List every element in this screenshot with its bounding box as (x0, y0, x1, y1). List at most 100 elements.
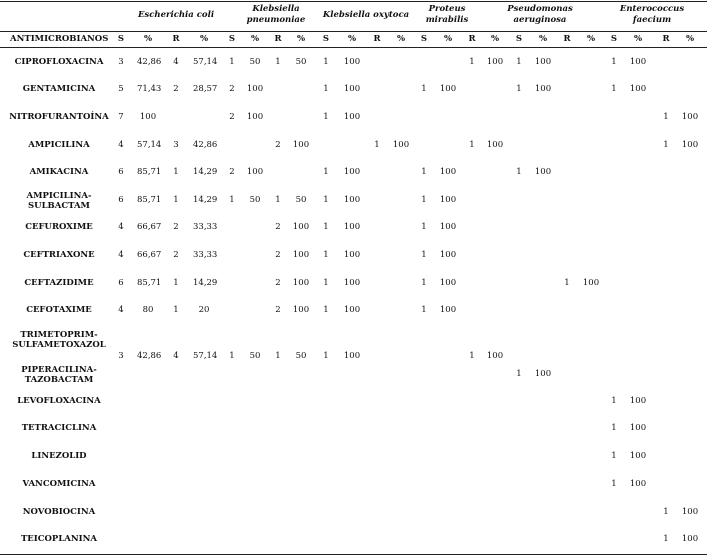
table-cell: 42,86 (193, 140, 218, 150)
table-cell: 14,29 (193, 195, 218, 205)
table-cell: 4 (118, 222, 124, 232)
table-cell: 1 (275, 351, 281, 361)
table-cell: 1 (229, 195, 235, 205)
column-subheader: S (515, 34, 523, 44)
table-cell: 1 (516, 369, 522, 379)
table-cell: 5 (118, 84, 124, 94)
table-cell: 85,71 (137, 278, 162, 288)
table-cell: 14,29 (193, 278, 218, 288)
table-cell: 66,67 (137, 222, 162, 232)
table-cell: 50 (249, 57, 261, 67)
antimicrobial-label: AMPICILINA (28, 140, 90, 150)
table-cell: 1 (611, 451, 617, 461)
table-cell: 1 (469, 140, 475, 150)
organism-header: Klebsiella oxytoca (322, 10, 410, 20)
table-cell: 100 (139, 112, 157, 122)
table-cell: 33,33 (193, 222, 218, 232)
column-subheader: R (172, 34, 180, 44)
table-cell: 4 (173, 351, 179, 361)
column-subheader: % (296, 34, 306, 44)
table-cell: 1 (323, 167, 329, 177)
table-cell: 1 (374, 140, 380, 150)
table-cell: 1 (173, 305, 179, 315)
table-cell: 66,67 (137, 250, 162, 260)
table-cell: 2 (275, 140, 281, 150)
table-cell: 6 (118, 167, 124, 177)
table-cell: 80 (142, 305, 154, 315)
table-cell: 100 (439, 167, 457, 177)
antimicrobial-label: TEICOPLANINA (20, 534, 98, 544)
table-cell: 100 (292, 222, 310, 232)
table-cell: 1 (323, 195, 329, 205)
column-subheader: % (199, 34, 209, 44)
antimicrobial-label: NITROFURANTOÍNA (9, 112, 109, 122)
column-subheader: % (490, 34, 500, 44)
antimicrobial-label: GENTAMICINA (22, 84, 96, 94)
table-cell: 100 (292, 140, 310, 150)
table-cell: 100 (343, 305, 361, 315)
table-cell: 50 (249, 195, 261, 205)
table-cell: 100 (629, 396, 647, 406)
table-cell: 1 (516, 84, 522, 94)
table-cell: 100 (343, 195, 361, 205)
table-cell: 100 (629, 479, 647, 489)
table-cell: 50 (249, 351, 261, 361)
table-cell: 100 (681, 112, 699, 122)
organism-header: Escherichia coli (137, 10, 215, 20)
column-header-top-rule (0, 31, 707, 32)
table-cell: 50 (295, 57, 307, 67)
table-cell: 1 (323, 84, 329, 94)
table-cell: 2 (275, 222, 281, 232)
antimicrobial-column-header: ANTIMICROBIANOS (10, 34, 109, 44)
table-cell: 1 (229, 57, 235, 67)
table-cell: 1 (611, 84, 617, 94)
table-cell: 6 (118, 195, 124, 205)
table-cell: 1 (323, 57, 329, 67)
table-cell: 1 (564, 278, 570, 288)
table-cell: 2 (275, 250, 281, 260)
table-cell: 1 (323, 278, 329, 288)
table-cell: 4 (118, 250, 124, 260)
table-cell: 14,29 (193, 167, 218, 177)
table-cell: 100 (439, 222, 457, 232)
table-cell: 2 (229, 167, 235, 177)
table-cell: 100 (439, 195, 457, 205)
antimicrobial-label: AMIKACINA (29, 167, 89, 177)
column-subheader: S (610, 34, 618, 44)
table-cell: 1 (421, 167, 427, 177)
column-subheader: S (117, 34, 125, 44)
column-subheader: % (143, 34, 153, 44)
table-cell: 100 (343, 351, 361, 361)
table-cell: 100 (343, 222, 361, 232)
table-cell: 1 (663, 112, 669, 122)
column-subheader: R (468, 34, 476, 44)
table-cell: 1 (663, 534, 669, 544)
column-subheader: % (250, 34, 260, 44)
table-cell: 71,43 (137, 84, 162, 94)
column-subheader: S (420, 34, 428, 44)
antimicrobial-label: VANCOMICINA (22, 479, 96, 489)
table-bottom-rule (0, 554, 707, 555)
table-cell: 100 (486, 140, 504, 150)
organism-header-row: Escherichia coli Klebsiella pneumoniae K… (0, 0, 707, 32)
table-cell: 1 (275, 195, 281, 205)
table-cell: 100 (246, 112, 264, 122)
table-cell: 100 (392, 140, 410, 150)
column-subheader: % (443, 34, 453, 44)
table-cell: 42,86 (137, 351, 162, 361)
table-cell: 100 (629, 57, 647, 67)
table-cell: 28,57 (193, 84, 218, 94)
table-cell: 57,14 (137, 140, 162, 150)
column-subheader: R (563, 34, 571, 44)
table-cell: 1 (323, 305, 329, 315)
table-cell: 100 (439, 250, 457, 260)
table-cell: 100 (343, 57, 361, 67)
table-cell: 2 (275, 278, 281, 288)
table-cell: 1 (229, 351, 235, 361)
table-cell: 1 (611, 479, 617, 489)
column-subheader: % (347, 34, 357, 44)
table-cell: 57,14 (193, 57, 218, 67)
table-cell: 100 (439, 278, 457, 288)
table-cell: 1 (469, 57, 475, 67)
